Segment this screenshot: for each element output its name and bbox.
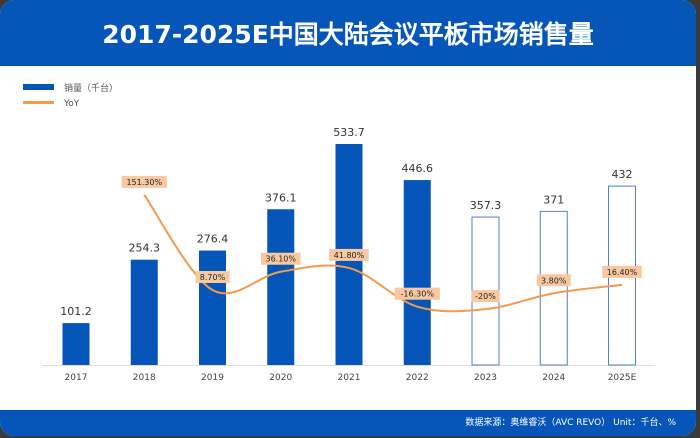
yoy-label: -20% bbox=[475, 292, 496, 301]
bar-2018 bbox=[130, 259, 158, 365]
legend-line-swatch bbox=[23, 101, 54, 104]
source-note: 数据来源：奥维睿沃（AVC REVO） Unit：千台、% bbox=[465, 418, 676, 428]
x-tick-label: 2017 bbox=[65, 373, 88, 383]
yoy-label-bg bbox=[536, 274, 571, 287]
yoy-label-bg bbox=[602, 265, 642, 278]
yoy-label-bg bbox=[329, 248, 369, 261]
x-tick-label: 2023 bbox=[474, 373, 497, 383]
yoy-label: 41.80% bbox=[334, 251, 365, 260]
x-tick-label: 2019 bbox=[201, 373, 224, 383]
bar-value-label: 446.6 bbox=[402, 162, 434, 175]
yoy-label-bg bbox=[260, 252, 301, 265]
bar-value-label: 357.3 bbox=[470, 199, 502, 212]
chart-title: 2017-2025E中国大陆会议平板市场销售量 bbox=[0, 0, 696, 66]
x-tick-label: 2021 bbox=[338, 373, 361, 383]
source-footer: 数据来源：奥维睿沃（AVC REVO） Unit：千台、% bbox=[0, 410, 696, 436]
chart-plot: 销量（千台） YoY 101.2 2017 254.3 2018 276.4 2019 376.… bbox=[23, 82, 655, 383]
yoy-label: -16.30% bbox=[401, 290, 435, 299]
yoy-label-bg bbox=[195, 270, 230, 283]
yoy-label: 8.70% bbox=[200, 273, 226, 282]
bar-2024 bbox=[539, 210, 568, 366]
x-tick-label: 2018 bbox=[133, 373, 156, 383]
legend-line-label: YoY bbox=[63, 99, 80, 109]
yoy-label: 151.30% bbox=[126, 178, 162, 187]
yoy-label-bg bbox=[121, 175, 167, 188]
bar-value-label: 371 bbox=[543, 193, 564, 206]
bar-2022 bbox=[403, 180, 431, 365]
yoy-label-bg bbox=[394, 287, 440, 300]
bar-value-label: 376.1 bbox=[265, 191, 297, 204]
yoy-label: 36.10% bbox=[265, 255, 296, 264]
bar-value-label: 432 bbox=[612, 168, 633, 181]
bar-value-label: 101.2 bbox=[60, 305, 92, 318]
yoy-label: 16.40% bbox=[607, 268, 638, 277]
x-tick-label: 2024 bbox=[542, 373, 565, 383]
yoy-label-bg bbox=[471, 290, 500, 303]
yoy-label: 3.80% bbox=[541, 276, 567, 285]
x-tick-label: 2020 bbox=[269, 373, 292, 383]
bar-value-label: 276.4 bbox=[197, 233, 229, 246]
bar-2020 bbox=[267, 209, 295, 365]
x-tick-label: 2022 bbox=[406, 373, 429, 383]
bar-2019 bbox=[199, 250, 226, 365]
yoy-line bbox=[143, 194, 623, 313]
bar-2017 bbox=[62, 323, 90, 365]
bar-value-label: 254.3 bbox=[129, 242, 161, 255]
x-tick-label: 2025E bbox=[608, 373, 637, 383]
legend-bar-label: 销量（千台） bbox=[64, 82, 118, 94]
bar-value-label: 533.7 bbox=[333, 126, 365, 139]
legend-bar-swatch bbox=[23, 84, 54, 90]
